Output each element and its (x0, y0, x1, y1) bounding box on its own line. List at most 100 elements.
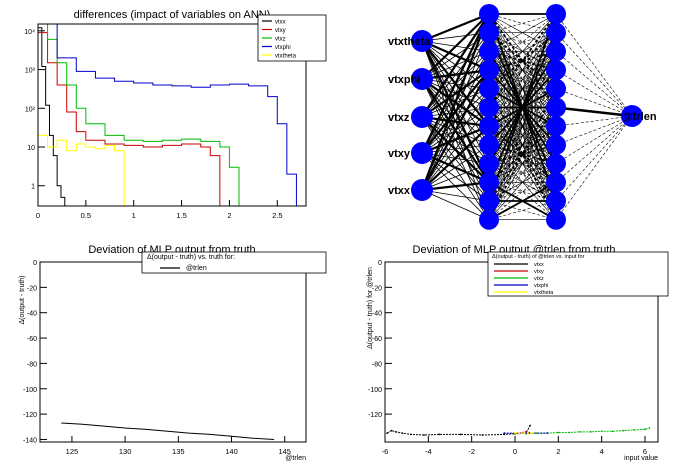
connection-hidden1-hidden2 (488, 163, 557, 220)
series-point-vtxx (401, 432, 404, 435)
output-label: @trlen (622, 111, 657, 123)
deviation-input-x-tick-label: 2 (556, 447, 560, 456)
series-point-vtxtheta (531, 432, 534, 435)
deviation-truth-y-tick-label: -140 (23, 437, 37, 444)
hidden2-neuron (546, 134, 566, 155)
deviation-truth-x-tick-label: 125 (66, 447, 79, 456)
deviation-input-x-tick-label: 4 (600, 447, 604, 456)
hidden1-neuron (479, 172, 499, 193)
series-line-vtxy (38, 32, 221, 206)
connection-hidden1-hidden2 (488, 13, 557, 127)
connection-input-hidden1 (421, 116, 490, 202)
legend-label-vtxphi: vtxphi (275, 45, 291, 51)
hidden1-neuron (479, 97, 499, 118)
hidden1-neuron (479, 22, 499, 43)
connection-hidden1-hidden2 (488, 13, 557, 33)
deviation-input-y-tick-label: -120 (368, 412, 382, 419)
differences-y-tick-label: 10³ (25, 68, 36, 75)
connection-input-hidden1 (421, 78, 490, 220)
connection-hidden2-output (555, 115, 633, 220)
deviation-input-y-tick-label: -80 (372, 361, 382, 368)
legend-label-vtxtheta: vtxtheta (534, 290, 554, 296)
hidden1-neuron (479, 78, 499, 99)
series-point-vtxx (438, 433, 441, 436)
connection-hidden1-hidden2 (488, 144, 557, 202)
hidden2-neuron (546, 172, 566, 193)
connection-input-hidden1 (421, 78, 490, 202)
connection-input-hidden1 (421, 189, 490, 221)
connection-hidden1-hidden2 (488, 13, 557, 164)
connection-hidden1-hidden2 (488, 144, 557, 165)
connection-input-hidden1 (421, 152, 490, 164)
connection-input-hidden1 (421, 12, 490, 43)
series-point-vtxx (390, 429, 393, 432)
connection-input-hidden1 (421, 40, 490, 164)
series-point-vtxz (600, 430, 603, 433)
series-point-vtxz (557, 431, 560, 434)
differences-y-tick-label: 1 (31, 184, 35, 191)
connection-hidden1-hidden2 (488, 107, 557, 164)
connection-hidden1-hidden2 (488, 126, 557, 220)
connection-hidden2-output (555, 13, 633, 117)
connection-hidden1-hidden2 (488, 13, 557, 52)
series-point-vtxz (633, 429, 636, 431)
connection-hidden1-hidden2 (488, 181, 557, 221)
legend-label-vtxz: vtxz (275, 37, 286, 43)
connection-hidden1-hidden2 (488, 13, 557, 109)
legend-label-vtxx: vtxx (534, 262, 544, 268)
deviation-truth-x-tick-label: 145 (278, 447, 291, 456)
hidden2-neuron (546, 209, 566, 230)
hidden1-neuron (479, 134, 499, 155)
connection-input-hidden1 (421, 189, 490, 202)
connection-input-hidden1 (421, 40, 490, 202)
connection-input-hidden1 (421, 40, 490, 90)
series-point-vtxtheta (514, 432, 516, 435)
connection-input-hidden1 (421, 40, 490, 183)
deviation-input-x-tick-label: 6 (643, 447, 647, 456)
hidden1-neuron (479, 4, 499, 24)
series-point-vtxz (568, 431, 571, 434)
hidden1-neuron (479, 209, 499, 230)
connection-hidden1-hidden2 (488, 125, 557, 183)
connection-hidden2-output (555, 32, 633, 117)
connection-hidden1-hidden2 (488, 13, 557, 146)
panel-deviation-input: Deviation of MLP output @trlen from trut… (367, 244, 669, 462)
connection-hidden1-hidden2 (488, 144, 557, 202)
series-point-vtxz (535, 432, 538, 435)
connection-hidden2-output (555, 51, 633, 117)
deviation-truth-y-tick-label: -80 (27, 361, 37, 368)
connection-hidden1-hidden2 (488, 51, 557, 220)
connection-hidden2-output (555, 106, 633, 118)
legend-label-vtxy: vtxy (275, 28, 286, 34)
series-point-vtxtheta (522, 432, 525, 435)
legend: vtxx vtxy vtxz vtxphi vtxtheta (257, 14, 327, 62)
connection-hidden2-output (555, 115, 633, 183)
input-label-vtxphi: vtxphi (388, 74, 420, 86)
series-point-vtxx (386, 432, 389, 435)
legend-title: Δ(output - truth) vs. truth for: (147, 254, 235, 261)
differences-x-tick-label: 0.5 (81, 211, 91, 220)
connection-hidden2-output (555, 115, 633, 146)
input-label-vtxz: vtxz (388, 112, 410, 124)
connection-hidden2-output (555, 88, 633, 117)
connection-hidden1-hidden2 (488, 13, 557, 202)
deviation-input-y-tick-label: -40 (372, 311, 382, 318)
legend-label-vtxphi: vtxphi (534, 283, 548, 289)
connection-input-hidden1 (421, 32, 490, 42)
differences-y-tick-label: 10⁴ (24, 29, 35, 36)
connection-hidden1-hidden2 (488, 13, 557, 71)
series-point-vtxtheta (527, 432, 529, 435)
connection-hidden1-hidden2 (488, 163, 557, 220)
connection-input-hidden1 (421, 40, 490, 52)
differences-x-tick-label: 1 (132, 211, 136, 220)
input-label-vtxy: vtxy (388, 148, 411, 160)
series-point-vtxx (423, 434, 425, 436)
connection-hidden1-hidden2 (488, 163, 557, 183)
series-point-vtxz (611, 430, 614, 433)
connection-input-hidden1 (421, 116, 490, 220)
series-line-vtxx (38, 27, 66, 206)
hidden2-neuron (546, 4, 566, 24)
deviation-truth-y-tick-label: -120 (23, 412, 37, 419)
